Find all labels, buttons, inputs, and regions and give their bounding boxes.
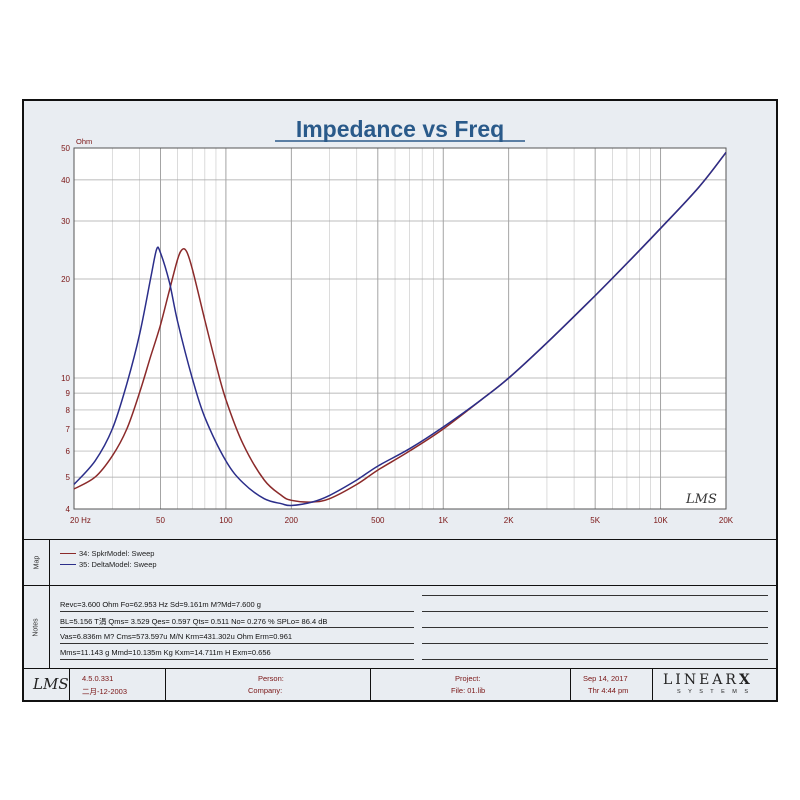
footer-brand-cell: LINEARX S Y S T E M S xyxy=(653,669,776,701)
map-row: Map 34: SpkrModel: Sweep 35: DeltaModel:… xyxy=(24,539,776,585)
brand-name: LINEAR xyxy=(663,672,739,688)
note-rule-1 xyxy=(60,611,414,612)
brand-subtitle: S Y S T E M S xyxy=(677,689,752,695)
footer-person-cell: Person: Company: xyxy=(166,669,371,701)
x-tick-label: 1K xyxy=(438,516,448,525)
footer-project-cell: Project: File: 01.lib xyxy=(371,669,571,701)
footer-logo-cell: LMS xyxy=(24,669,70,701)
x-tick-label: 10K xyxy=(653,516,668,525)
chart-title: Impedance vs Freq xyxy=(296,116,504,142)
legend-item-spkr[interactable]: 34: SpkrModel: Sweep xyxy=(60,549,154,558)
y-axis-unit-label: Ohm xyxy=(76,137,92,146)
y-tick-label: 8 xyxy=(66,406,71,415)
lms-logo: LMS xyxy=(33,675,69,693)
report-date: Sep 14, 2017 xyxy=(583,674,628,683)
x-tick-label: 50 xyxy=(156,516,165,525)
note-rule-9 xyxy=(422,659,768,660)
notes-row: Notes Revc=3.600 Ohm Fo=62.953 Hz Sd=9.1… xyxy=(24,585,776,668)
series-line-delta xyxy=(73,151,727,507)
y-tick-label: 30 xyxy=(61,217,70,226)
project-label: Project: xyxy=(455,674,481,683)
note-rule-5 xyxy=(422,595,768,596)
y-tick-label: 4 xyxy=(66,505,71,514)
map-side-label: Map xyxy=(24,540,50,585)
y-tick-label: 50 xyxy=(61,144,70,153)
plot-border xyxy=(73,147,727,510)
legend-label-spkr: 34: SpkrModel: Sweep xyxy=(79,549,155,558)
file-label: File: 01.lib xyxy=(451,686,486,695)
plot-area xyxy=(74,148,726,509)
x-tick-label: 20 Hz xyxy=(70,516,91,525)
x-tick-label: 100 xyxy=(219,516,233,525)
x-tick-label: 20K xyxy=(719,516,734,525)
y-tick-label: 20 xyxy=(61,275,70,284)
brand-x: X xyxy=(738,672,753,688)
note-line-2: BL=5.156 T涓 Qms= 3.529 Qes= 0.597 Qts= 0… xyxy=(60,617,328,626)
linearx-logo: LINEARX xyxy=(663,672,753,688)
legend-item-delta[interactable]: 35: DeltaModel: Sweep xyxy=(60,560,157,569)
footer-date-cell: Sep 14, 2017 Thr 4:44 pm xyxy=(571,669,653,701)
note-line-1: Revc=3.600 Ohm Fo=62.953 Hz Sd=9.161m M?… xyxy=(60,600,261,609)
x-tick-label: 200 xyxy=(285,516,299,525)
legend-swatch-delta xyxy=(60,564,76,565)
legend-label-delta: 35: DeltaModel: Sweep xyxy=(79,560,157,569)
y-tick-label: 7 xyxy=(66,425,71,434)
note-rule-3 xyxy=(60,643,414,644)
y-tick-label: 40 xyxy=(61,176,70,185)
x-tick-label: 2K xyxy=(504,516,514,525)
legend-swatch-spkr xyxy=(60,553,76,554)
software-version: 4.5.0.331 xyxy=(82,674,114,683)
note-rule-7 xyxy=(422,627,768,628)
y-tick-label: 6 xyxy=(66,447,71,456)
footer-version-cell: 4.5.0.331 二月-12-2003 xyxy=(70,669,166,701)
x-tick-label: 5K xyxy=(590,516,600,525)
impedance-chart: Impedance vs Freq Ohm 20 Hz 50 100 200 500 1K… xyxy=(61,116,734,525)
report-time: Thr 4:44 pm xyxy=(588,686,629,695)
note-line-3: Vas=6.836m M? Cms=573.597u M/N Krm=431.3… xyxy=(60,632,293,641)
lms-watermark: LMS xyxy=(685,492,717,507)
company-label: Company: xyxy=(248,686,283,695)
note-rule-4 xyxy=(60,659,414,660)
y-tick-label: 5 xyxy=(66,473,71,482)
notes-side-label: Notes xyxy=(24,586,50,668)
note-rule-8 xyxy=(422,643,768,644)
note-rule-6 xyxy=(422,611,768,612)
build-date: 二月-12-2003 xyxy=(82,687,128,696)
y-tick-label: 9 xyxy=(66,389,71,398)
person-label: Person: xyxy=(258,674,284,683)
report-frame: Impedance vs Freq Ohm 20 Hz 50 100 200 500 1K… xyxy=(22,99,778,702)
note-rule-2 xyxy=(60,627,414,628)
footer-row: LMS 4.5.0.331 二月-12-2003 Person: Company… xyxy=(24,668,776,701)
y-tick-label: 10 xyxy=(61,374,70,383)
note-line-4: Mms=11.143 g Mmd=10.135m Kg Kxm=14.711m … xyxy=(60,648,271,657)
x-tick-label: 500 xyxy=(371,516,385,525)
